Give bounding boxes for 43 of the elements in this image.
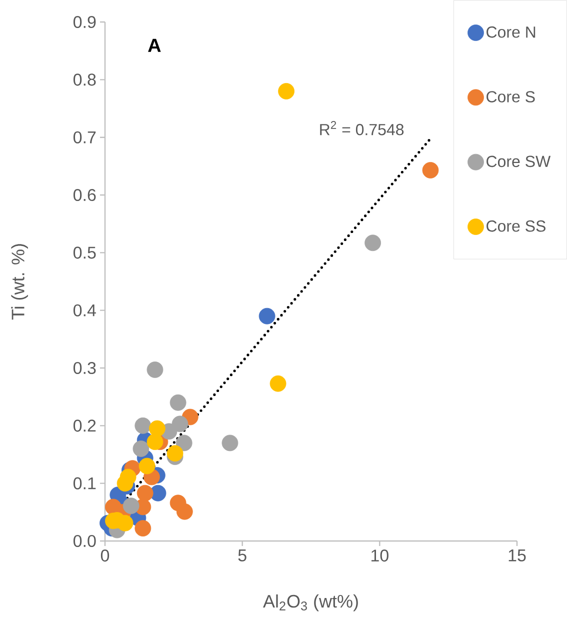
y-tick-label: 0.7 bbox=[73, 131, 96, 144]
point bbox=[166, 445, 184, 462]
point bbox=[172, 416, 188, 432]
y-tick-label: 0.3 bbox=[73, 362, 96, 374]
point bbox=[134, 417, 152, 434]
point bbox=[132, 440, 150, 457]
text: A bbox=[148, 38, 161, 52]
point bbox=[278, 83, 294, 100]
point bbox=[364, 234, 381, 252]
point bbox=[116, 475, 134, 492]
annotation: R$^{2}$ = 0.7548 bbox=[320, 121, 404, 136]
y-tick-label: 0.9 bbox=[73, 16, 96, 28]
point bbox=[170, 394, 186, 411]
y-tick-label: 0.0 bbox=[73, 534, 96, 548]
point bbox=[146, 362, 164, 378]
point bbox=[258, 308, 276, 324]
point bbox=[422, 162, 439, 178]
x-tick-label: 10 bbox=[372, 550, 388, 562]
y-tick-label: 0.4 bbox=[73, 304, 96, 316]
y-tick-label: 0.6 bbox=[73, 188, 96, 202]
x-tick-label: 15 bbox=[508, 550, 526, 562]
x-tick-label: 5 bbox=[238, 550, 246, 562]
y-tick-label: 0.8 bbox=[73, 74, 96, 86]
y-tick-label: 0.2 bbox=[73, 420, 96, 432]
point bbox=[222, 434, 238, 452]
point bbox=[136, 484, 154, 502]
y-tick-label: 0.5 bbox=[73, 246, 96, 259]
point bbox=[122, 498, 140, 514]
point bbox=[176, 503, 193, 520]
legend-label: Core SS bbox=[486, 220, 546, 232]
x-tick-label: 0 bbox=[100, 550, 110, 562]
point bbox=[138, 458, 156, 474]
x-axis-title: Al$_{2}$O$_{3}$ (wt%) bbox=[263, 594, 358, 612]
y-tick-label: 0.1 bbox=[73, 477, 96, 490]
legend-label: Core N bbox=[486, 26, 536, 38]
point bbox=[148, 420, 166, 437]
legend-label: Core S bbox=[486, 91, 535, 102]
point bbox=[146, 434, 164, 450]
legend-label: Core SW bbox=[486, 156, 551, 168]
y-axis-title: Ti (wt. %) bbox=[11, 244, 28, 320]
point bbox=[134, 520, 152, 537]
point bbox=[270, 375, 286, 392]
point bbox=[176, 434, 192, 452]
